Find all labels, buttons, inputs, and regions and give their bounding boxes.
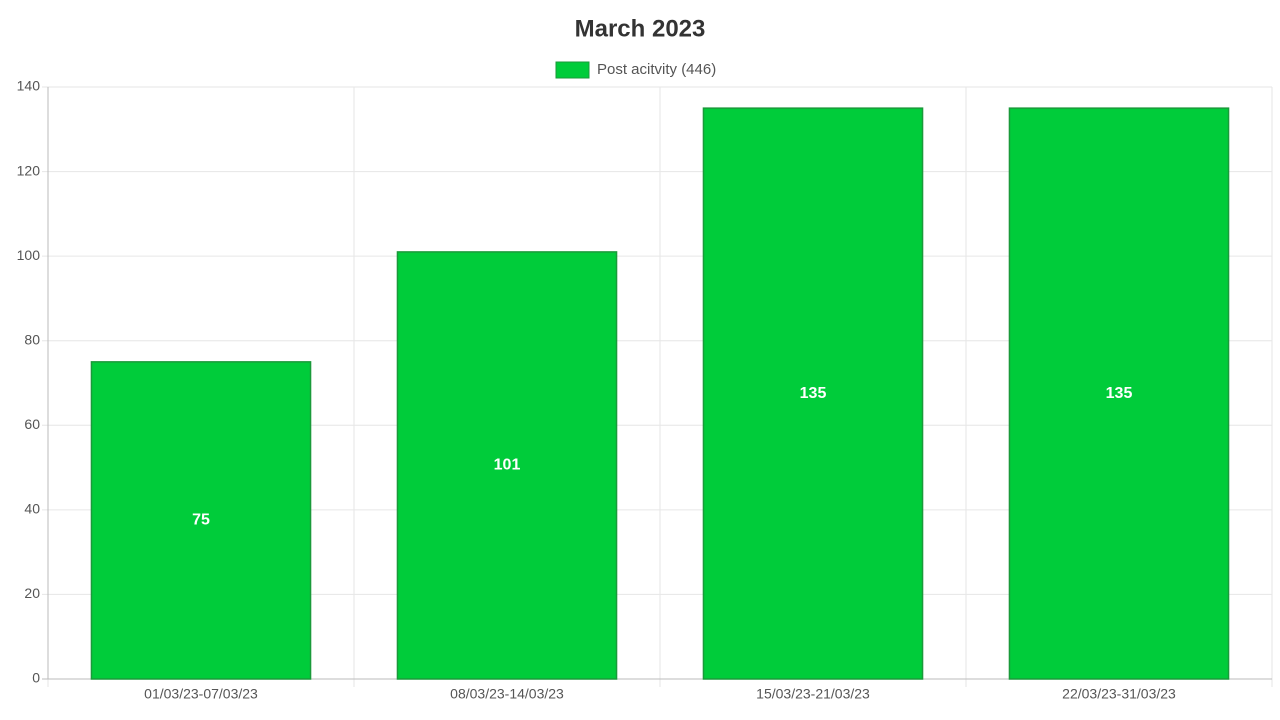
bar — [1008, 107, 1230, 680]
y-tick-label: 0 — [32, 670, 40, 686]
chart-title: March 2023 — [575, 15, 706, 42]
y-tick-label: 40 — [24, 501, 40, 517]
y-tick-label: 140 — [17, 78, 41, 94]
y-tick-label: 120 — [17, 162, 41, 178]
data-label: 135 — [800, 385, 827, 402]
y-tick-label: 60 — [24, 416, 40, 432]
y-tick-label: 80 — [24, 331, 40, 347]
legend-swatch — [555, 61, 590, 79]
x-tick-label: 22/03/23-31/03/23 — [1062, 686, 1176, 702]
y-tick-label: 20 — [24, 585, 40, 601]
bar — [396, 251, 618, 680]
bar — [90, 361, 312, 680]
x-tick-label: 08/03/23-14/03/23 — [450, 686, 564, 702]
data-label: 75 — [192, 512, 210, 529]
data-label: 101 — [494, 457, 521, 474]
x-tick-label: 01/03/23-07/03/23 — [144, 686, 258, 702]
legend-label: Post acitvity (446) — [597, 61, 716, 78]
data-label: 135 — [1106, 385, 1133, 402]
x-tick-label: 15/03/23-21/03/23 — [756, 686, 870, 702]
y-tick-label: 100 — [17, 247, 41, 263]
bar — [702, 107, 924, 680]
